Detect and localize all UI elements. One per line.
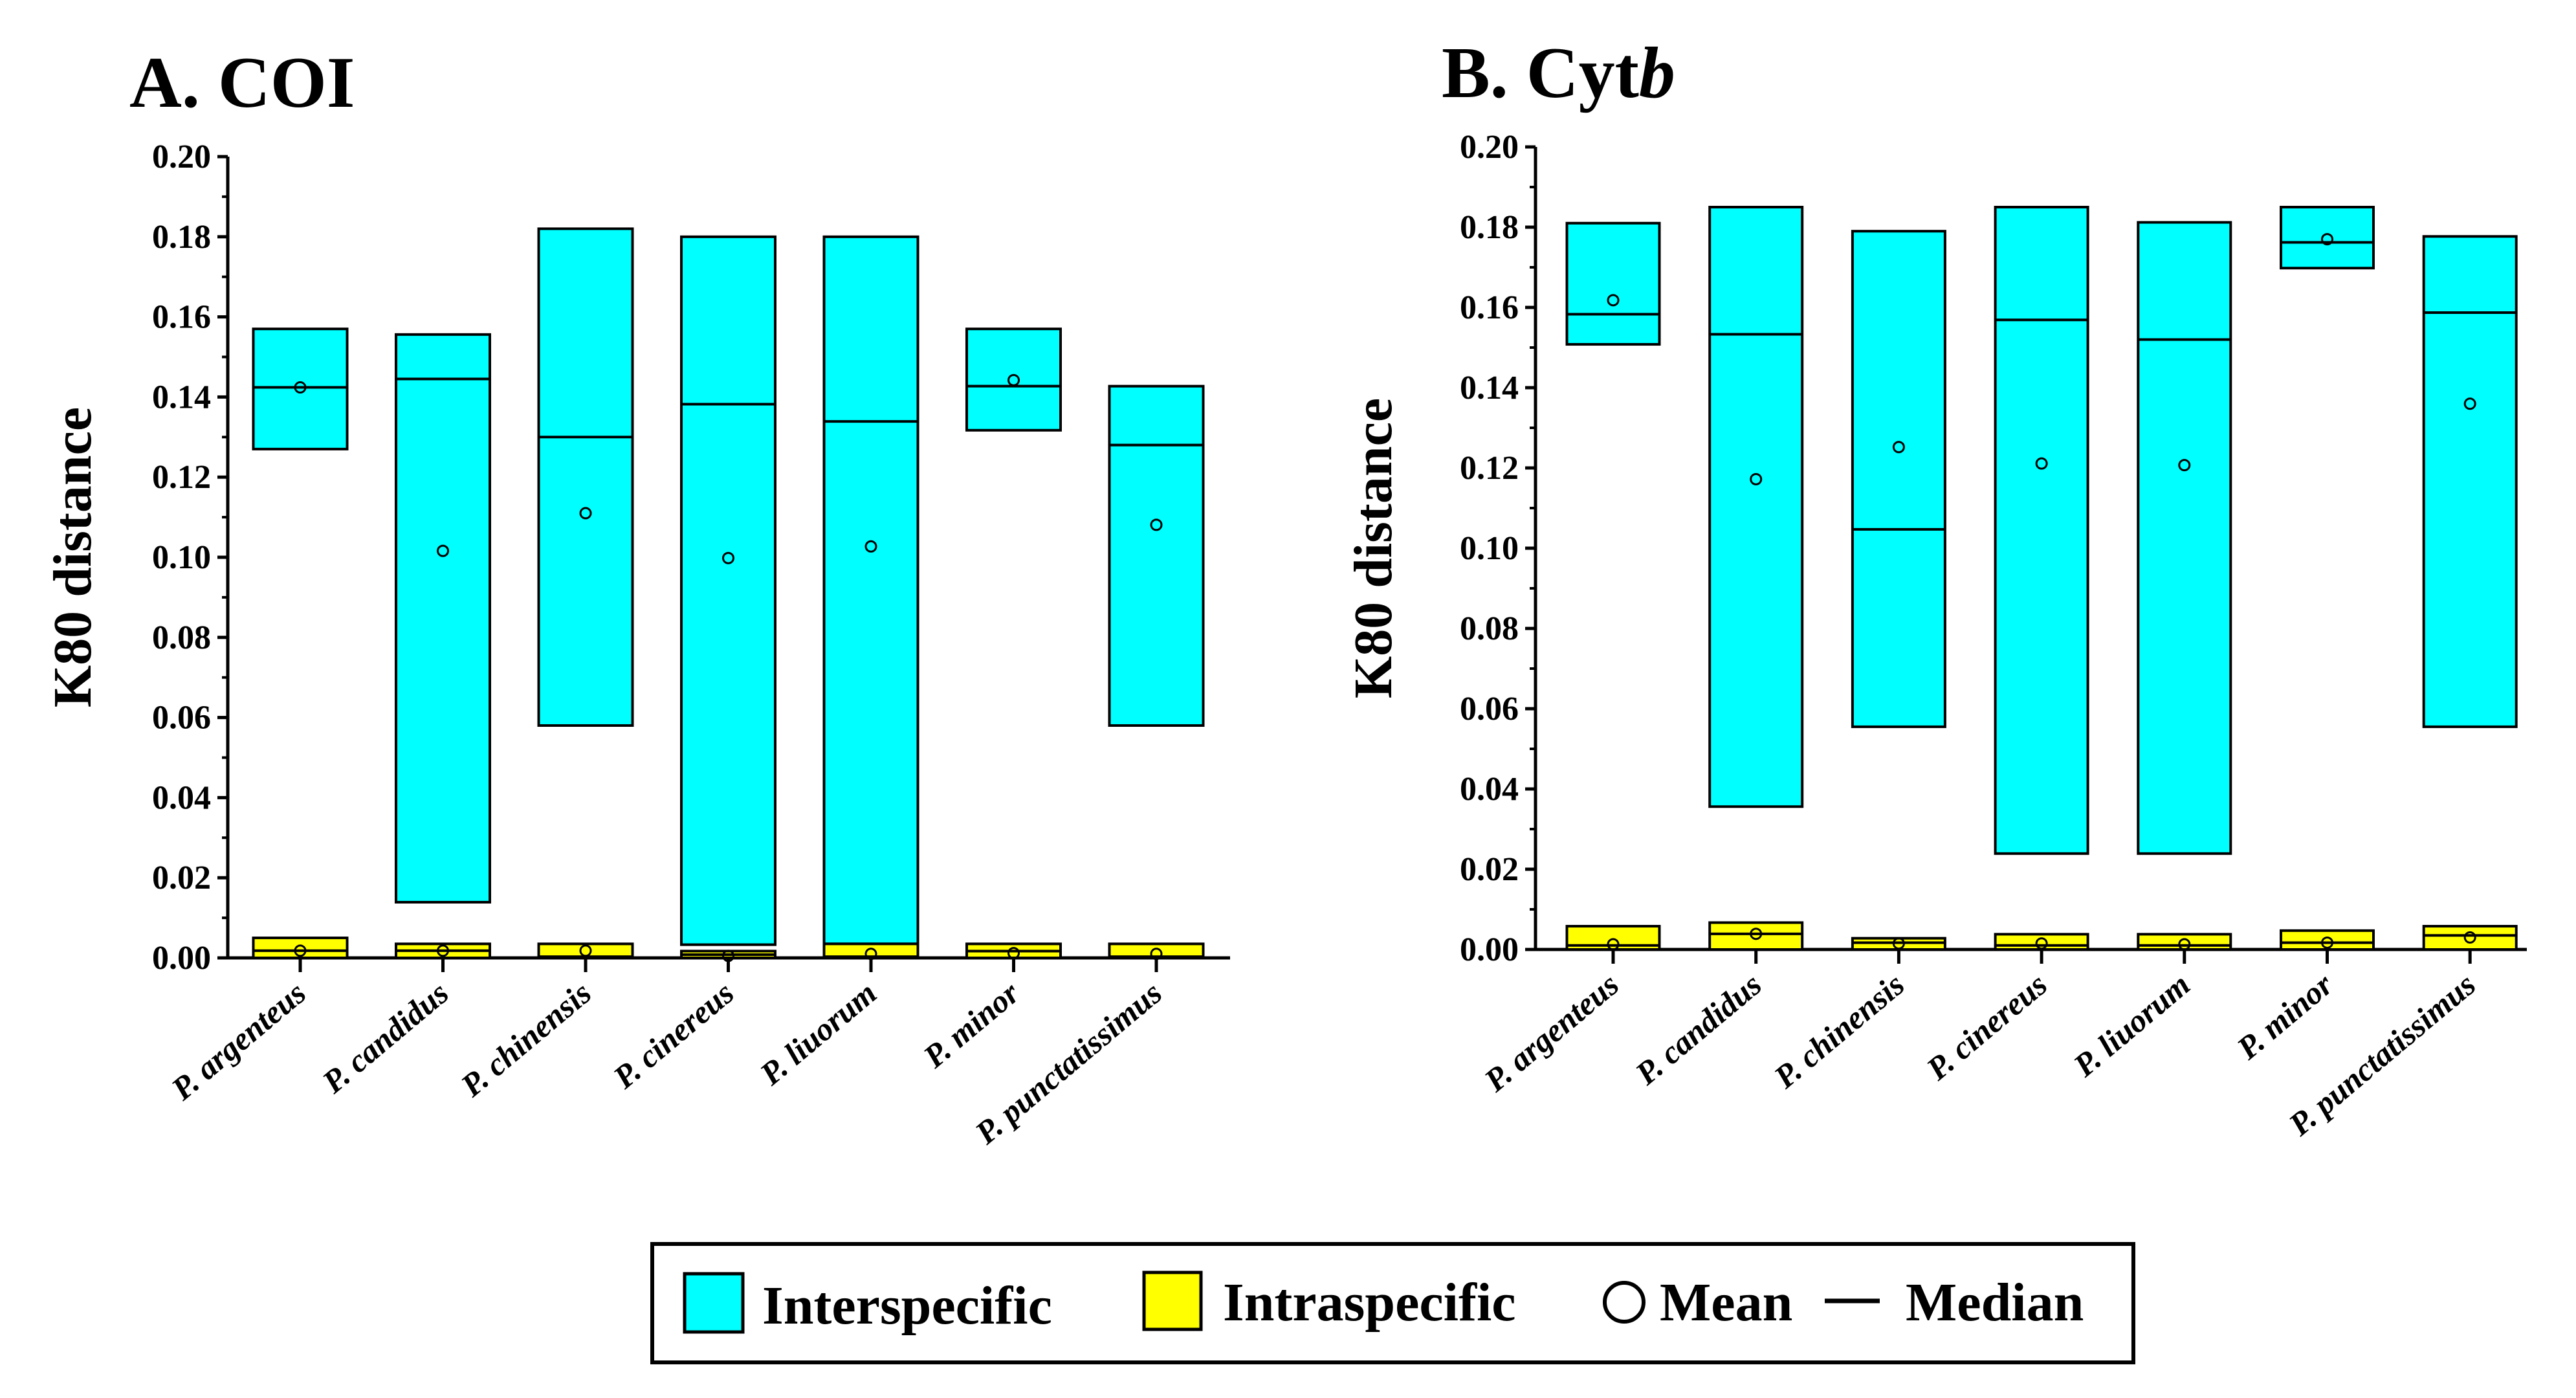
y-tick-label: 0.12: [152, 459, 211, 496]
box-interspecific: [822, 235, 919, 946]
mean-marker: [437, 544, 449, 557]
legend-label-mean: Mean: [1660, 1272, 1792, 1333]
mean-marker: [579, 944, 592, 957]
y-tick-label: 0.10: [1460, 530, 1519, 567]
y-tick-label: 0.14: [152, 379, 211, 416]
mean-marker: [294, 381, 307, 394]
mean-marker: [2035, 457, 2048, 470]
mean-marker: [1892, 937, 1905, 950]
x-tick-label: P. liuorum: [2066, 966, 2197, 1084]
x-tick-label: P. minor: [2229, 966, 2340, 1067]
y-tick-label: 0.02: [152, 860, 211, 896]
y-tick-label: 0.04: [1460, 771, 1519, 808]
box-interspecific: [2137, 221, 2232, 855]
box-interspecific: [1108, 384, 1205, 727]
x-tick-label: P. chinensis: [454, 975, 598, 1104]
x-tick-label: P. candidus: [315, 975, 456, 1101]
mean-marker: [2463, 397, 2476, 410]
x-tick-label: P. liuorum: [753, 975, 883, 1093]
x-tick-label: P. chinensis: [1767, 966, 1911, 1096]
box-intraspecific: [2422, 925, 2518, 951]
box-interspecific: [1565, 221, 1661, 346]
mean-marker: [1750, 472, 1763, 485]
mean-marker: [437, 944, 449, 957]
y-tick-label: 0.18: [1460, 209, 1519, 246]
mean-marker: [1007, 373, 1020, 386]
box-intraspecific: [1708, 921, 1804, 951]
y-tick-label: 0.12: [1460, 450, 1519, 487]
mean-marker: [2321, 233, 2333, 246]
y-tick-label: 0.06: [152, 700, 211, 737]
legend-swatch-interspecific: [683, 1272, 745, 1334]
y-tick-label: 0.20: [152, 139, 211, 175]
x-tick-label: P. cinereus: [606, 975, 740, 1096]
mean-marker: [2321, 936, 2333, 949]
box-interspecific: [1994, 206, 2089, 855]
mean-marker: [1750, 927, 1763, 940]
box-intraspecific: [2280, 929, 2375, 951]
mean-marker: [1150, 518, 1163, 531]
box-interspecific: [2280, 206, 2375, 270]
y-tick-label: 0.20: [1460, 129, 1519, 166]
legend-mean-marker: [1603, 1281, 1646, 1324]
legend-swatch-intraspecific: [1142, 1270, 1203, 1331]
box-interspecific: [252, 327, 349, 450]
y-tick-label: 0.04: [152, 779, 211, 816]
y-axis-label: K80 distance: [1343, 398, 1404, 698]
y-tick-label: 0.08: [152, 619, 211, 656]
y-tick-label: 0.16: [1460, 289, 1519, 326]
x-tick-label: P. argenteus: [164, 975, 313, 1107]
mean-marker: [864, 540, 877, 553]
mean-marker: [1607, 294, 1620, 307]
x-tick-label: P. cinereus: [1919, 966, 2054, 1088]
box-interspecific: [2422, 235, 2518, 728]
x-tick-label: P. minor: [916, 974, 1026, 1075]
legend-label-median: Median: [1906, 1272, 2084, 1333]
mean-marker: [2178, 938, 2191, 951]
mean-marker: [1892, 441, 1905, 454]
y-tick-label: 0.00: [1460, 931, 1519, 968]
mean-marker: [1607, 938, 1620, 951]
mean-marker: [722, 551, 734, 564]
panel-b-plot: 0.00 0.02 0.04 0.06 0.08 0.10 0.12 0.14 0.16 0.18…: [1343, 129, 2527, 1143]
y-tick-label: 0.08: [1460, 610, 1519, 647]
panel-b-title: B. Cytb: [1442, 33, 1675, 113]
box-intraspecific: [1994, 933, 2089, 951]
box-interspecific: [965, 327, 1062, 432]
mean-marker: [294, 944, 307, 957]
panel-a-plot: 0.00 0.02 0.04 0.06 0.08 0.10 0.12 0.14 0.16 0.18…: [43, 139, 1230, 1151]
box-interspecific: [1708, 206, 1804, 808]
box-interspecific: [1851, 230, 1946, 728]
y-tick-label: 0.18: [152, 219, 211, 256]
box-interspecific: [537, 227, 634, 727]
y-tick-label: 0.02: [1460, 851, 1519, 888]
legend-label-intraspecific: Intraspecific: [1223, 1272, 1516, 1333]
mean-marker: [2463, 931, 2476, 944]
legend: Interspecific Intraspecific Mean Median: [650, 1242, 2135, 1364]
box-interspecific: [680, 235, 776, 946]
box-interspecific: [395, 333, 491, 904]
mean-marker: [2035, 937, 2048, 950]
box-intraspecific: [2137, 933, 2232, 951]
x-tick-label: P. argenteus: [1477, 966, 1625, 1099]
y-tick-label: 0.16: [152, 299, 211, 336]
y-tick-label: 0.00: [152, 940, 211, 977]
y-axis-label: K80 distance: [43, 407, 103, 707]
y-tick-label: 0.06: [1460, 691, 1519, 727]
y-tick-label: 0.14: [1460, 370, 1519, 406]
mean-marker: [579, 507, 592, 520]
mean-marker: [2178, 459, 2191, 472]
panel-a-title: A. COI: [129, 43, 355, 123]
x-tick-label: P. candidus: [1628, 966, 1768, 1093]
y-tick-label: 0.10: [152, 539, 211, 576]
legend-label-interspecific: Interspecific: [762, 1276, 1052, 1336]
box-intraspecific: [252, 937, 349, 960]
legend-frame: [650, 1242, 2135, 1364]
